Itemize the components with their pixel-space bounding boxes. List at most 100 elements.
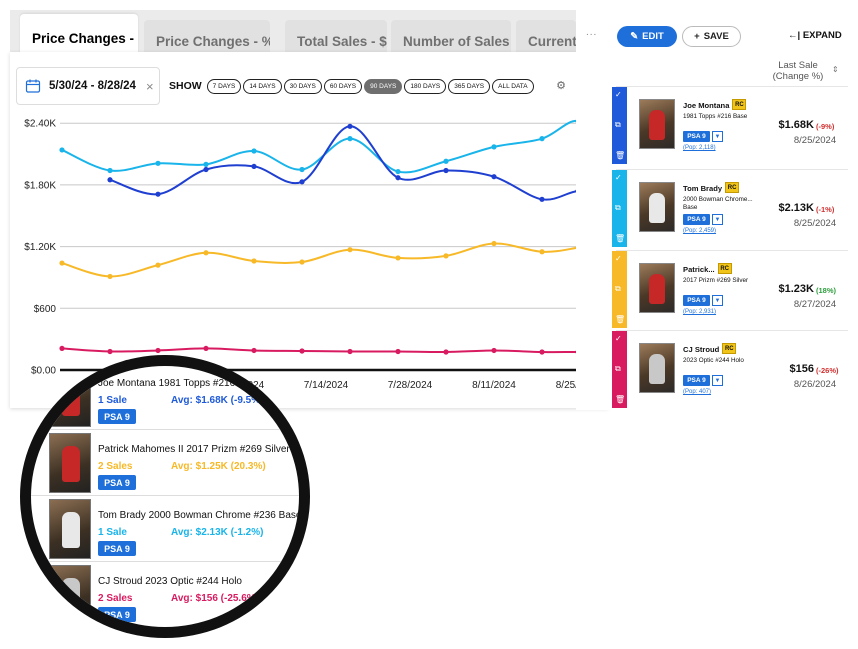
trash-icon[interactable]: 🗑: [615, 151, 626, 160]
range-7-days[interactable]: 7 DAYS: [206, 78, 242, 94]
copy-icon[interactable]: ⧉: [615, 284, 621, 293]
copy-icon[interactable]: ⧉: [615, 120, 621, 129]
range-30-days[interactable]: 30 DAYS: [283, 78, 322, 94]
last-sale-date: 8/27/2024: [793, 299, 837, 310]
range-14-days[interactable]: 14 DAYS: [243, 78, 282, 94]
series-point-2: [443, 253, 449, 259]
change-percent: (-9%): [816, 122, 835, 131]
last-sale-date: 8/25/2024: [793, 218, 837, 229]
legend-row[interactable]: Tom Brady 2000 Bowman Chrome #236 Base 1…: [31, 496, 302, 562]
last-sale-date: 8/26/2024: [793, 379, 837, 390]
trash-icon[interactable]: 🗑: [615, 315, 626, 324]
check-icon[interactable]: ✓: [615, 90, 622, 99]
save-button[interactable]: + SAVE: [682, 26, 741, 47]
grade-badge: PSA 9: [683, 295, 710, 306]
trash-icon[interactable]: 🗑: [615, 234, 626, 243]
chevron-down-icon[interactable]: ▼: [712, 214, 723, 225]
series-point-1: [299, 179, 305, 185]
series-point-3: [539, 349, 545, 355]
player-name: Patrick...: [683, 265, 715, 274]
range-90-days[interactable]: 90 DAYS: [364, 78, 403, 94]
population-link[interactable]: (Pop: 2,118): [683, 145, 716, 151]
edit-button[interactable]: ✎ EDIT: [617, 26, 677, 47]
legend-grade-badge: PSA 9: [98, 541, 136, 556]
check-icon[interactable]: ✓: [615, 173, 622, 182]
legend-grade-badge: PSA 9: [98, 409, 136, 424]
legend-row[interactable]: Joe Montana 1981 Topps #216 Base 1 Sale …: [31, 366, 299, 430]
legend-card-thumbnail: [49, 433, 91, 493]
series-point-3: [155, 347, 161, 354]
settings-icon[interactable]: ⚙: [556, 79, 566, 92]
card-thumbnail[interactable]: [639, 343, 675, 393]
series-point-0: [155, 160, 161, 166]
series-point-0: [299, 166, 305, 173]
check-icon[interactable]: ✓: [615, 334, 622, 343]
y-tick-label: $0.00: [31, 366, 56, 377]
series-point-2: [539, 249, 545, 255]
last-sale-header[interactable]: Last Sale (Change %): [766, 60, 830, 82]
card-thumbnail[interactable]: [639, 263, 675, 313]
legend-row[interactable]: Patrick Mahomes II 2017 Prizm #269 Silve…: [31, 430, 299, 496]
copy-icon[interactable]: ⧉: [615, 203, 621, 212]
series-point-1: [539, 196, 545, 202]
legend-average: Avg: $1.68K (-9.5%): [171, 395, 264, 406]
legend-card-title: CJ Stroud 2023 Optic #244 Holo: [98, 576, 242, 587]
y-tick-label: $1.80K: [24, 180, 56, 191]
change-percent: (18%): [816, 286, 837, 295]
population-link[interactable]: (Pop: 2,459): [683, 228, 717, 234]
legend-grade-badge: PSA 9: [98, 607, 136, 622]
series-point-3: [251, 347, 257, 354]
range-180-days[interactable]: 180 DAYS: [404, 78, 447, 94]
more-options-icon[interactable]: ...: [586, 27, 598, 38]
range-60-days[interactable]: 60 DAYS: [323, 78, 363, 94]
range-all-data[interactable]: ALL DATA: [492, 78, 534, 94]
series-point-1: [251, 163, 257, 170]
series-point-0: [251, 148, 257, 154]
chevron-down-icon[interactable]: ▼: [712, 131, 723, 142]
copy-icon[interactable]: ⧉: [615, 364, 621, 373]
player-name: CJ Stroud: [683, 345, 720, 354]
x-tick-label: 7/14/2024: [304, 380, 349, 391]
pencil-icon: ✎: [630, 31, 639, 42]
range-365-days[interactable]: 365 DAYS: [448, 78, 491, 94]
card-thumbnail[interactable]: [639, 182, 675, 232]
legend-row[interactable]: CJ Stroud 2023 Optic #244 Holo 2 Sales A…: [31, 562, 299, 627]
series-point-3: [299, 348, 305, 354]
check-icon[interactable]: ✓: [615, 254, 622, 263]
card-row[interactable]: ✓ ⧉ 🗑 Patrick... RC 2017 Prizm #269 Silv…: [612, 250, 848, 328]
series-point-2: [347, 247, 353, 253]
legend-sales-count: 2 Sales: [98, 593, 133, 604]
magnifier-lens: Joe Montana 1981 Topps #216 Base 1 Sale …: [20, 355, 310, 638]
card-set: 1981 Topps #216 Base: [683, 113, 748, 120]
legend-average: Avg: $156 (-25.6%): [171, 593, 259, 604]
date-range-picker[interactable]: 5/30/24 - 8/28/24 ×: [16, 67, 160, 105]
chevron-down-icon[interactable]: ▼: [712, 295, 723, 306]
legend-card-title: Tom Brady 2000 Bowman Chrome #236 Base: [98, 510, 302, 521]
population-link[interactable]: (Pop: 407): [683, 389, 712, 395]
series-point-0: [107, 167, 113, 174]
legend-sales-count: 1 Sale: [98, 395, 127, 406]
y-tick-label: $1.20K: [24, 242, 56, 253]
series-line-0: [61, 120, 603, 174]
legend-card-thumbnail: [49, 499, 91, 559]
population-link[interactable]: (Pop: 2,931): [683, 309, 717, 315]
expand-button[interactable]: ←| EXPAND: [788, 30, 842, 41]
card-thumbnail[interactable]: [639, 99, 675, 149]
calendar-icon: [25, 79, 41, 93]
card-row[interactable]: ✓ ⧉ 🗑 Joe Montana RC 1981 Topps #216 Bas…: [612, 86, 848, 164]
trash-icon[interactable]: 🗑: [615, 395, 626, 404]
last-sale-price: $2.13K: [778, 202, 814, 214]
change-percent: (-1%): [816, 205, 835, 214]
legend-card-thumbnail: [49, 367, 91, 427]
row-color-bar: ✓ ⧉ 🗑: [612, 331, 627, 408]
sort-icon[interactable]: ⇕: [832, 65, 839, 74]
y-tick-label: $2.40K: [24, 119, 56, 130]
series-point-3: [491, 347, 497, 354]
card-row[interactable]: ✓ ⧉ 🗑 Tom Brady RC 2000 Bowman Chrome...…: [612, 169, 848, 247]
series-point-3: [443, 349, 449, 355]
series-point-0: [395, 168, 401, 175]
chevron-down-icon[interactable]: ▼: [712, 375, 723, 386]
clear-date-icon[interactable]: ×: [145, 78, 154, 94]
series-point-0: [443, 158, 449, 164]
card-row[interactable]: ✓ ⧉ 🗑 CJ Stroud RC 2023 Optic #244 Holo …: [612, 330, 848, 408]
